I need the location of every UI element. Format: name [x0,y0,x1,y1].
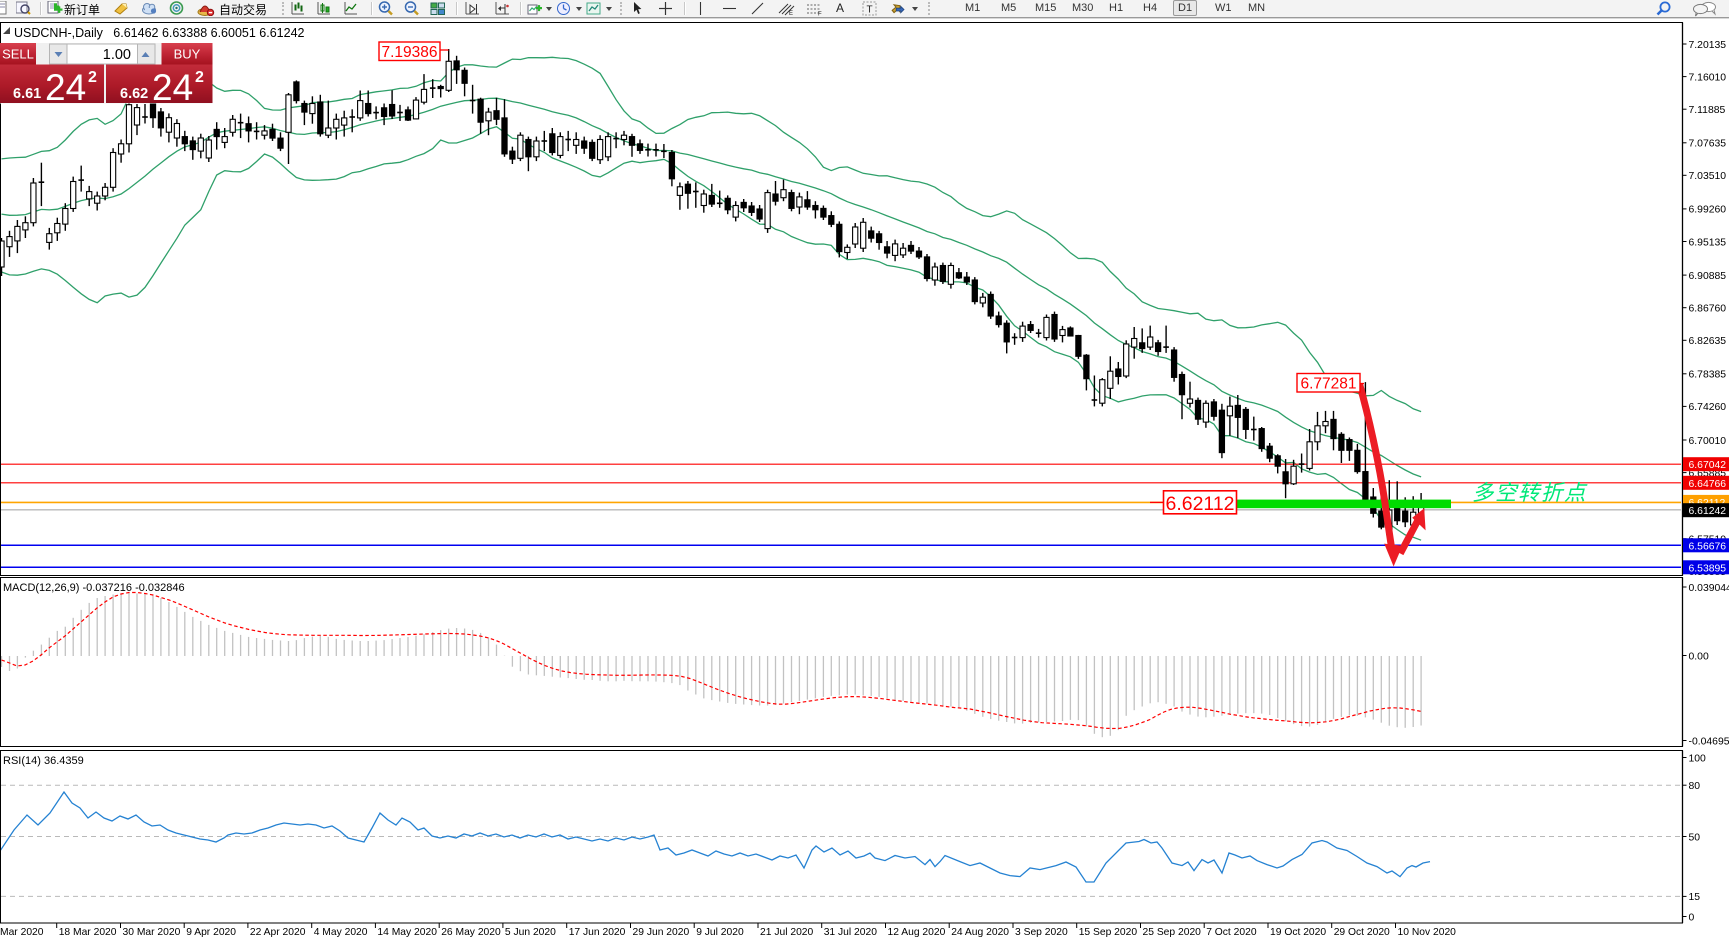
svg-text:7 Oct 2020: 7 Oct 2020 [1206,927,1257,938]
svg-text:24 Aug 2020: 24 Aug 2020 [951,927,1009,938]
svg-text:25 Sep 2020: 25 Sep 2020 [1143,927,1202,938]
svg-text:6.56676: 6.56676 [1689,541,1727,552]
svg-text:9 Apr 2020: 9 Apr 2020 [186,927,236,938]
svg-text:0: 0 [1689,912,1695,923]
svg-text:6.86760: 6.86760 [1689,304,1727,315]
svg-text:7.20135: 7.20135 [1689,40,1727,51]
svg-text:6.67042: 6.67042 [1689,460,1727,471]
svg-text:6.53895: 6.53895 [1689,563,1727,574]
svg-text:-0.046959: -0.046959 [1689,736,1729,747]
svg-text:1.00: 1.00 [103,47,131,63]
svg-text:30 Mar 2020: 30 Mar 2020 [123,927,181,938]
svg-text:6.99260: 6.99260 [1689,205,1727,216]
svg-text:USDCNH-,Daily 6.61462 6.6338: USDCNH-,Daily 6.61462 6.63388 6.60051 6.… [14,26,305,40]
svg-text:7.07635: 7.07635 [1689,139,1727,150]
svg-text:F: F [818,12,822,17]
svg-text:6.62112: 6.62112 [1165,493,1234,515]
svg-text:BUY: BUY [174,47,201,62]
svg-text:7.03510: 7.03510 [1689,171,1727,182]
svg-text:6.74260: 6.74260 [1689,402,1727,413]
svg-text:15 Sep 2020: 15 Sep 2020 [1079,927,1138,938]
svg-text:4 May 2020: 4 May 2020 [314,927,368,938]
svg-text:19 Oct 2020: 19 Oct 2020 [1270,927,1326,938]
svg-text:6.95135: 6.95135 [1689,237,1727,248]
svg-text:6.62: 6.62 [120,86,148,102]
svg-text:6.65885: 6.65885 [1689,468,1727,479]
svg-text:SELL: SELL [2,47,34,62]
svg-text:RSI(14) 36.4359: RSI(14) 36.4359 [3,755,84,767]
svg-text:7.11885: 7.11885 [1689,105,1726,116]
svg-text:50: 50 [1689,832,1701,843]
svg-text:15: 15 [1689,892,1701,903]
svg-text:26 May 2020: 26 May 2020 [441,927,501,938]
svg-text:12 Aug 2020: 12 Aug 2020 [888,927,946,938]
svg-text:6.77281: 6.77281 [1300,375,1356,392]
svg-text:29 Jun 2020: 29 Jun 2020 [633,927,690,938]
svg-text:2: 2 [195,69,204,86]
svg-text:0.00: 0.00 [1689,651,1709,662]
svg-text:14 May 2020: 14 May 2020 [377,927,437,938]
svg-text:24: 24 [45,67,86,108]
svg-text:10 Nov 2020: 10 Nov 2020 [1398,927,1457,938]
svg-text:17 Jun 2020: 17 Jun 2020 [569,927,626,938]
svg-text:6.82635: 6.82635 [1689,336,1727,347]
svg-text:6.61242: 6.61242 [1689,506,1727,517]
svg-text:0.039044: 0.039044 [1689,583,1729,594]
svg-text:2: 2 [88,69,97,86]
svg-text:6.61: 6.61 [13,86,41,102]
svg-text:多空转折点: 多空转折点 [1472,481,1588,505]
svg-text:Mar 2020: Mar 2020 [0,927,44,938]
svg-text:18 Mar 2020: 18 Mar 2020 [59,927,117,938]
svg-text:5 Jun 2020: 5 Jun 2020 [505,927,556,938]
svg-text:6.64766: 6.64766 [1689,479,1727,490]
svg-text:3 Sep 2020: 3 Sep 2020 [1015,927,1068,938]
svg-text:7.16010: 7.16010 [1689,72,1727,83]
svg-text:24: 24 [152,67,193,108]
svg-text:E: E [789,11,793,16]
svg-text:22 Apr 2020: 22 Apr 2020 [250,927,306,938]
svg-text:29 Oct 2020: 29 Oct 2020 [1334,927,1390,938]
svg-text:6.70010: 6.70010 [1689,436,1727,447]
svg-text:MACD(12,26,9) -0.037216 -0.032: MACD(12,26,9) -0.037216 -0.032846 [3,582,185,594]
svg-text:31 Jul 2020: 31 Jul 2020 [824,927,878,938]
svg-text:7.19386: 7.19386 [381,44,437,61]
svg-text:T: T [867,5,873,16]
svg-text:80: 80 [1689,781,1701,792]
svg-text:6.78385: 6.78385 [1689,370,1727,381]
svg-text:6.90885: 6.90885 [1689,271,1727,282]
svg-text:100: 100 [1689,753,1707,764]
svg-text:9 Jul 2020: 9 Jul 2020 [696,927,744,938]
svg-text:21 Jul 2020: 21 Jul 2020 [760,927,814,938]
